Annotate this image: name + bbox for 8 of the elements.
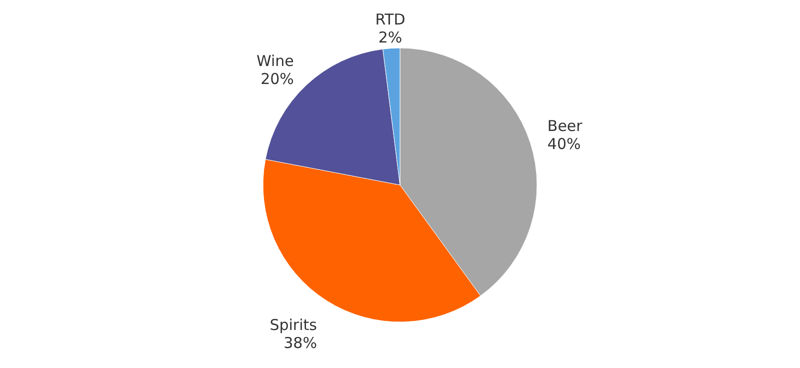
data-label: 20% (260, 70, 294, 88)
slice-label: Beer (547, 117, 584, 136)
data-label: 38% (284, 334, 317, 352)
slice-label: Wine (256, 52, 294, 70)
slice-label: RTD (375, 10, 406, 28)
slice-label: Spirits (270, 316, 318, 334)
data-label: 40% (547, 135, 581, 154)
data-label: 2% (378, 28, 402, 46)
